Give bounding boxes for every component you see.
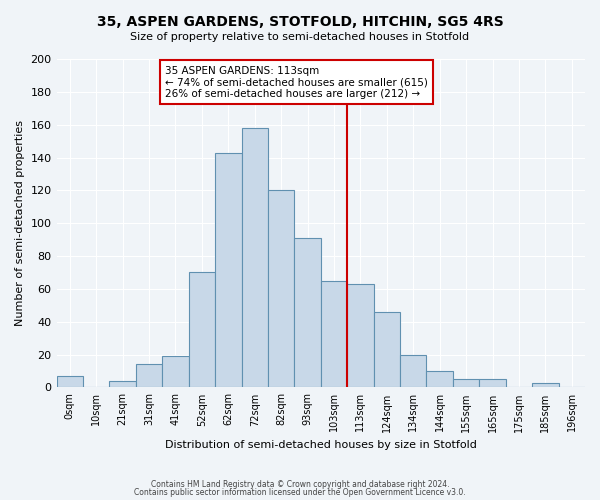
Bar [321, 280, 347, 388]
Bar [374, 312, 400, 388]
X-axis label: Distribution of semi-detached houses by size in Stotfold: Distribution of semi-detached houses by … [165, 440, 477, 450]
Text: 35 ASPEN GARDENS: 113sqm
← 74% of semi-detached houses are smaller (615)
26% of : 35 ASPEN GARDENS: 113sqm ← 74% of semi-d… [165, 66, 428, 99]
Text: Contains public sector information licensed under the Open Government Licence v3: Contains public sector information licen… [134, 488, 466, 497]
Bar [453, 379, 479, 388]
Bar [136, 364, 162, 388]
Bar [215, 152, 242, 388]
Bar [268, 190, 295, 388]
Text: Contains HM Land Registry data © Crown copyright and database right 2024.: Contains HM Land Registry data © Crown c… [151, 480, 449, 489]
Bar [479, 379, 506, 388]
Bar [162, 356, 188, 388]
Bar [295, 238, 321, 388]
Text: 35, ASPEN GARDENS, STOTFOLD, HITCHIN, SG5 4RS: 35, ASPEN GARDENS, STOTFOLD, HITCHIN, SG… [97, 15, 503, 29]
Y-axis label: Number of semi-detached properties: Number of semi-detached properties [15, 120, 25, 326]
Bar [427, 371, 453, 388]
Text: Size of property relative to semi-detached houses in Stotfold: Size of property relative to semi-detach… [130, 32, 470, 42]
Bar [400, 354, 427, 388]
Bar [109, 381, 136, 388]
Bar [242, 128, 268, 388]
Bar [56, 376, 83, 388]
Bar [347, 284, 374, 388]
Bar [188, 272, 215, 388]
Bar [532, 382, 559, 388]
